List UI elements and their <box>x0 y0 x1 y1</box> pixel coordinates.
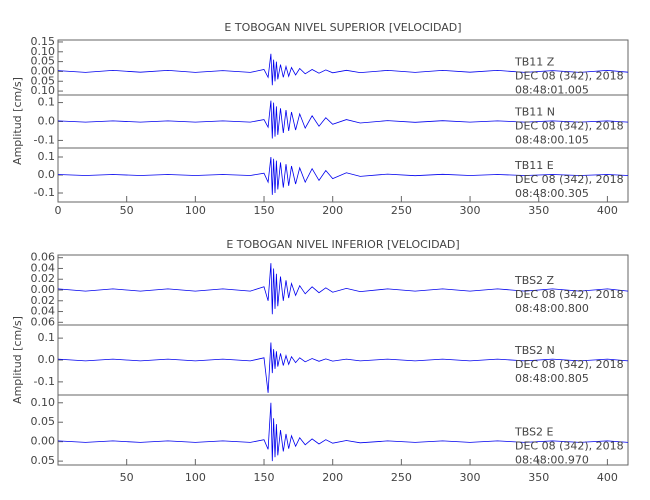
y-tick-label: -0.1 <box>34 186 55 199</box>
waveform <box>57 342 629 393</box>
y-tick-label: 0.04 <box>31 305 56 318</box>
panel-title: E TOBOGAN NIVEL SUPERIOR [VELOCIDAD] <box>224 21 461 34</box>
waveform <box>57 263 629 315</box>
y-tick-label: -0.1 <box>34 133 55 146</box>
time-label: 08:48:00.800 <box>515 302 589 315</box>
y-tick-label: 0.10 <box>31 396 56 409</box>
x-tick-label: 50 <box>120 204 134 217</box>
date-label: DEC 08 (342), 2018 <box>515 69 624 82</box>
y-tick-label: 0.0 <box>38 115 56 128</box>
y-tick-label: 0.05 <box>31 415 56 428</box>
y-tick-label: 0.15 <box>31 35 56 48</box>
waveform <box>57 402 629 462</box>
date-label: DEC 08 (342), 2018 <box>515 120 624 133</box>
y-tick-label: 0.1 <box>38 331 56 344</box>
x-tick-label: 250 <box>391 204 412 217</box>
date-label: DEC 08 (342), 2018 <box>515 173 624 186</box>
x-tick-label: 200 <box>322 471 343 484</box>
y-tick-label: -0.1 <box>34 375 55 388</box>
station-label: TBS2 Z <box>514 274 555 287</box>
y-tick-label: 0.02 <box>31 272 56 285</box>
y-tick-label: 0.04 <box>31 261 56 274</box>
waveform <box>57 53 629 86</box>
waveform <box>57 156 629 195</box>
trace-frame <box>57 394 629 466</box>
y-tick-label: 0.10 <box>31 84 56 97</box>
x-tick-label: 400 <box>597 471 618 484</box>
time-label: 08:48:00.105 <box>515 134 589 147</box>
x-tick-label: 300 <box>460 471 481 484</box>
date-label: DEC 08 (342), 2018 <box>515 358 624 371</box>
station-label: TBS2 N <box>514 344 555 357</box>
panel-title: E TOBOGAN NIVEL INFERIOR [VELOCIDAD] <box>226 238 459 251</box>
y-tick-label: 0.02 <box>31 294 56 307</box>
y-tick-label: 0.00 <box>31 64 56 77</box>
y-tick-label: 0.1 <box>38 150 56 163</box>
y-tick-label: 0.05 <box>31 74 56 87</box>
y-tick-label: 0.06 <box>31 251 56 264</box>
station-label: TB11 Z <box>514 55 555 68</box>
time-label: 08:48:00.805 <box>515 372 589 385</box>
station-label: TBS2 E <box>514 426 554 439</box>
x-tick-label: 250 <box>391 471 412 484</box>
date-label: DEC 08 (342), 2018 <box>515 440 624 453</box>
y-tick-label: 0.0 <box>38 353 56 366</box>
x-tick-label: 200 <box>322 204 343 217</box>
time-label: 08:48:01.005 <box>515 83 589 96</box>
y-tick-label: 0.05 <box>31 454 56 467</box>
y-tick-label: 0.00 <box>31 283 56 296</box>
y-axis-label: Amplitud [cm/s] <box>11 77 24 165</box>
y-tick-label: 0.10 <box>31 45 56 58</box>
y-tick-label: 0.06 <box>31 315 56 328</box>
x-tick-label: 50 <box>120 471 134 484</box>
y-tick-label: 0.05 <box>31 55 56 68</box>
station-label: TB11 E <box>514 159 554 172</box>
x-tick-label: 0 <box>55 204 62 217</box>
y-tick-label: 0.0 <box>38 168 56 181</box>
y-axis-label: Amplitud [cm/s] <box>11 316 24 404</box>
time-label: 08:48:00.305 <box>515 187 589 200</box>
x-tick-label: 100 <box>185 471 206 484</box>
y-tick-label: 0.1 <box>38 96 56 109</box>
waveform <box>57 100 629 139</box>
x-tick-label: 350 <box>528 471 549 484</box>
x-tick-label: 150 <box>254 471 275 484</box>
x-tick-label: 100 <box>185 204 206 217</box>
x-tick-label: 300 <box>460 204 481 217</box>
time-label: 08:48:00.970 <box>515 454 589 467</box>
y-tick-label: 0.00 <box>31 435 56 448</box>
station-label: TB11 N <box>514 106 555 119</box>
x-tick-label: 150 <box>254 204 275 217</box>
x-tick-label: 350 <box>528 204 549 217</box>
x-tick-label: 400 <box>597 204 618 217</box>
date-label: DEC 08 (342), 2018 <box>515 288 624 301</box>
